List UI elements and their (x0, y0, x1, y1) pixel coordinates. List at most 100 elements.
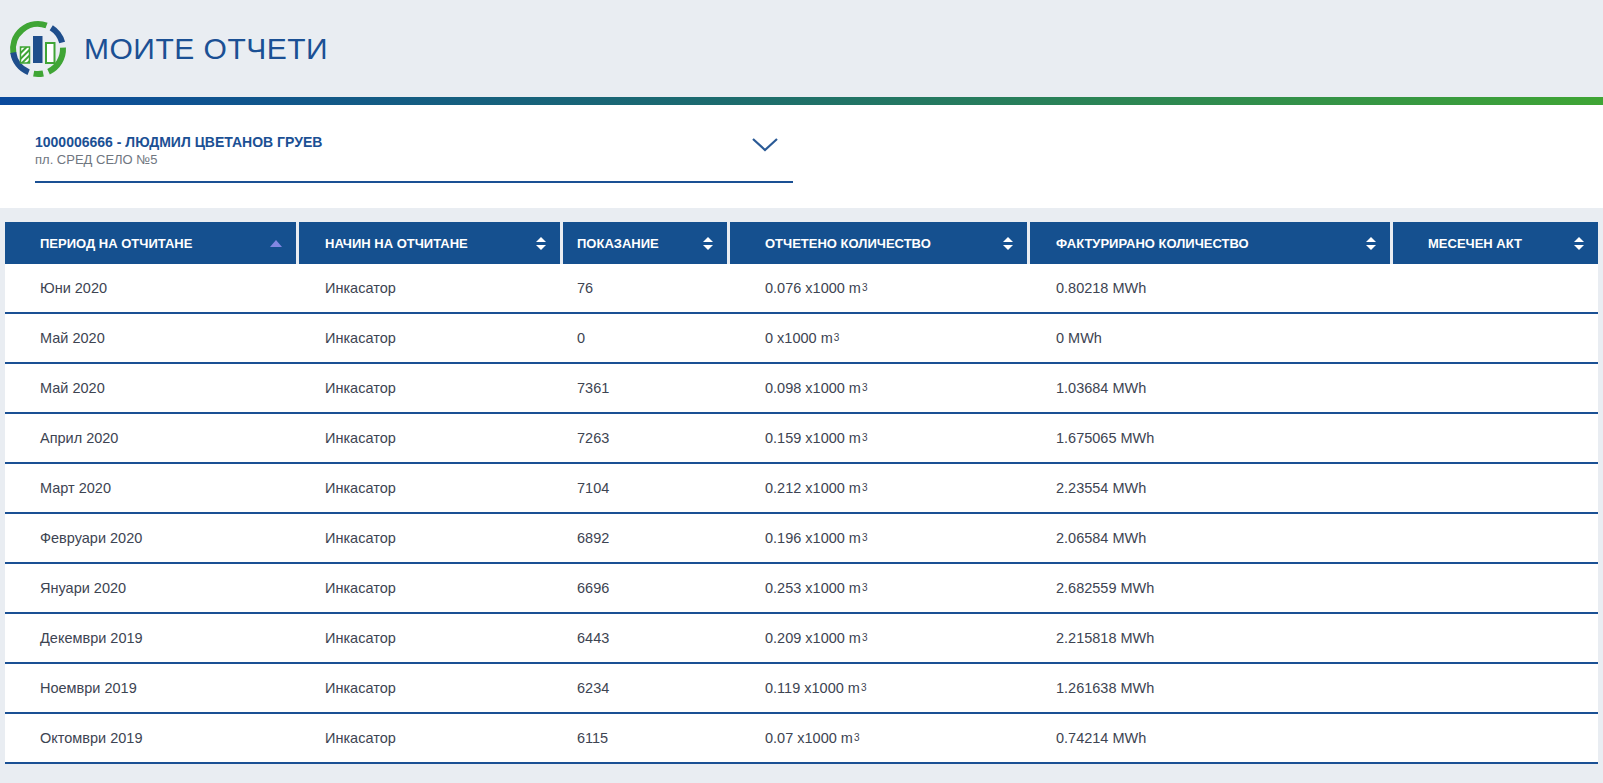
reading-text: 6892 (577, 530, 609, 546)
reading-text: 7104 (577, 480, 609, 496)
cell-period: Март 2020 (5, 464, 299, 512)
reports-table-section: ПЕРИОД НА ОТЧИТАНЕ НАЧИН НА ОТЧИТАНЕПОКАЗ… (0, 208, 1603, 783)
billed-text: 2.06584 MWh (1056, 530, 1146, 546)
volume-unit: x1000 m (801, 530, 861, 546)
reading-text: 6696 (577, 580, 609, 596)
cell-measured: 0.07 x1000 m3 (730, 714, 1030, 762)
app-logo-icon (8, 19, 68, 79)
cell-billed: 2.06584 MWh (1030, 514, 1393, 562)
period-text: Декември 2019 (40, 630, 143, 646)
cell-period: Ноември 2019 (5, 664, 299, 712)
column-header-label: ПЕРИОД НА ОТЧИТАНЕ (40, 236, 192, 251)
column-header-reading[interactable]: ПОКАЗАНИЕ (563, 222, 727, 264)
volume-unit: x1000 m (801, 580, 861, 596)
column-header-billed[interactable]: ФАКТУРИРАНО КОЛИЧЕСТВО (1030, 222, 1390, 264)
volume-unit: x1000 m (773, 330, 833, 346)
column-header-label: ОТЧЕТЕНО КОЛИЧЕСТВО (765, 236, 931, 251)
cell-monthly-act (1393, 414, 1598, 462)
cell-monthly-act (1393, 614, 1598, 662)
period-text: Февруари 2020 (40, 530, 142, 546)
cell-reading: 7263 (563, 414, 730, 462)
cell-monthly-act (1393, 464, 1598, 512)
period-text: Май 2020 (40, 380, 105, 396)
sort-icon[interactable] (1366, 237, 1376, 250)
sort-icon[interactable] (1574, 237, 1584, 250)
table-header-row: ПЕРИОД НА ОТЧИТАНЕ НАЧИН НА ОТЧИТАНЕПОКАЗ… (5, 222, 1598, 264)
cell-monthly-act (1393, 714, 1598, 762)
measured-value: 0.196 (765, 530, 801, 546)
sort-icon[interactable] (703, 237, 713, 250)
reading-text: 0 (577, 330, 585, 346)
app-header: МОИТЕ ОТЧЕТИ (0, 0, 1603, 97)
measured-value: 0.209 (765, 630, 801, 646)
cell-measured: 0.119 x1000 m3 (730, 664, 1030, 712)
reading-text: 7263 (577, 430, 609, 446)
cell-period: Април 2020 (5, 414, 299, 462)
method-text: Инкасатор (325, 380, 396, 396)
cell-monthly-act (1393, 514, 1598, 562)
measured-value: 0 (765, 330, 773, 346)
volume-unit: x1000 m (801, 630, 861, 646)
cell-measured: 0 x1000 m3 (730, 314, 1030, 362)
reading-text: 6115 (577, 730, 608, 746)
cell-reading: 7361 (563, 364, 730, 412)
table-row: Февруари 2020 Инкасатор 6892 0.196 x1000 m3… (5, 514, 1598, 564)
cell-billed: 1.675065 MWh (1030, 414, 1393, 462)
account-selector[interactable]: 1000006666 - ЛЮДМИЛ ЦВЕТАНОВ ГРУЕВ пл. С… (35, 133, 793, 183)
reading-text: 6234 (577, 680, 609, 696)
period-text: Април 2020 (40, 430, 118, 446)
cell-measured: 0.196 x1000 m3 (730, 514, 1030, 562)
volume-unit: x1000 m (800, 680, 860, 696)
sort-ascending-icon[interactable] (270, 240, 282, 247)
cell-monthly-act (1393, 364, 1598, 412)
cell-reading: 6443 (563, 614, 730, 662)
cell-billed: 1.261638 MWh (1030, 664, 1393, 712)
cell-method: Инкасатор (299, 514, 563, 562)
cell-billed: 2.215818 MWh (1030, 614, 1393, 662)
cell-billed: 2.682559 MWh (1030, 564, 1393, 612)
cell-measured: 0.159 x1000 m3 (730, 414, 1030, 462)
method-text: Инкасатор (325, 280, 396, 296)
page: МОИТЕ ОТЧЕТИ 1000006666 - ЛЮДМИЛ ЦВЕТАНО… (0, 0, 1603, 783)
cell-billed: 2.23554 MWh (1030, 464, 1393, 512)
cell-reading: 6234 (563, 664, 730, 712)
column-header-label: МЕСЕЧЕН АКТ (1428, 236, 1522, 251)
cell-method: Инкасатор (299, 464, 563, 512)
sort-icon[interactable] (1003, 237, 1013, 250)
table-body: Юни 2020Инкасатор760.076 x1000 m30.80218… (5, 264, 1598, 764)
volume-unit: x1000 m (793, 730, 853, 746)
account-selector-underline (35, 181, 793, 183)
measured-value: 0.253 (765, 580, 801, 596)
cell-monthly-act (1393, 664, 1598, 712)
table-row: Март 2020 Инкасатор 7104 0.212 x1000 m32.23… (5, 464, 1598, 514)
cell-reading: 0 (563, 314, 730, 362)
reading-text: 6443 (577, 630, 609, 646)
cell-measured: 0.212 x1000 m3 (730, 464, 1030, 512)
billed-text: 2.682559 MWh (1056, 580, 1154, 596)
volume-unit: x1000 m (801, 480, 861, 496)
period-text: Март 2020 (40, 480, 111, 496)
column-header-measured[interactable]: ОТЧЕТЕНО КОЛИЧЕСТВО (730, 222, 1027, 264)
method-text: Инкасатор (325, 530, 396, 546)
cell-monthly-act (1393, 264, 1598, 312)
cell-method: Инкасатор (299, 614, 563, 662)
cell-method: Инкасатор (299, 664, 563, 712)
cell-monthly-act (1393, 314, 1598, 362)
account-address: пл. СРЕД СЕЛО №5 (35, 151, 793, 168)
measured-value: 0.159 (765, 430, 801, 446)
cell-measured: 0.098 x1000 m3 (730, 364, 1030, 412)
account-selector-label: 1000006666 - ЛЮДМИЛ ЦВЕТАНОВ ГРУЕВ (35, 133, 793, 151)
cell-method: Инкасатор (299, 314, 563, 362)
chevron-down-icon[interactable] (751, 137, 779, 153)
table-row: Януари 2020Инкасатор66960.253 x1000 m32.… (5, 564, 1598, 614)
cell-reading: 6696 (563, 564, 730, 612)
column-header-monthly-act[interactable]: МЕСЕЧЕН АКТ (1393, 222, 1598, 264)
measured-value: 0.212 (765, 480, 801, 496)
sort-icon[interactable] (536, 237, 546, 250)
billed-text: 1.261638 MWh (1056, 680, 1154, 696)
column-header-period[interactable]: ПЕРИОД НА ОТЧИТАНЕ (5, 222, 296, 264)
cell-monthly-act (1393, 564, 1598, 612)
column-header-method[interactable]: НАЧИН НА ОТЧИТАНЕ (299, 222, 560, 264)
table-row: Април 2020Инкасатор72630.159 x1000 m31.6… (5, 414, 1598, 464)
cell-period: Май 2020 (5, 364, 299, 412)
